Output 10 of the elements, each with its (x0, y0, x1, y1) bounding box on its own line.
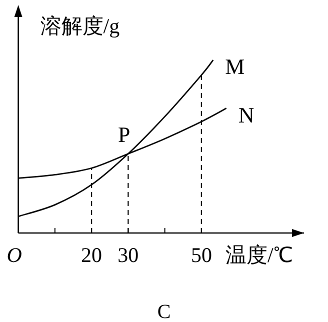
y-axis-title: 溶解度/g (40, 14, 120, 38)
annotation: P (118, 122, 130, 147)
x-tick-label: 30 (118, 243, 139, 267)
series-label: M (225, 54, 245, 79)
x-tick-label: 50 (190, 243, 212, 267)
x-axis-title: 温度/℃ (225, 243, 292, 267)
series-label: N (238, 102, 254, 128)
text: C (157, 301, 171, 322)
x-tick-label: O (6, 243, 22, 267)
x-tick-label: 20 (81, 243, 102, 267)
